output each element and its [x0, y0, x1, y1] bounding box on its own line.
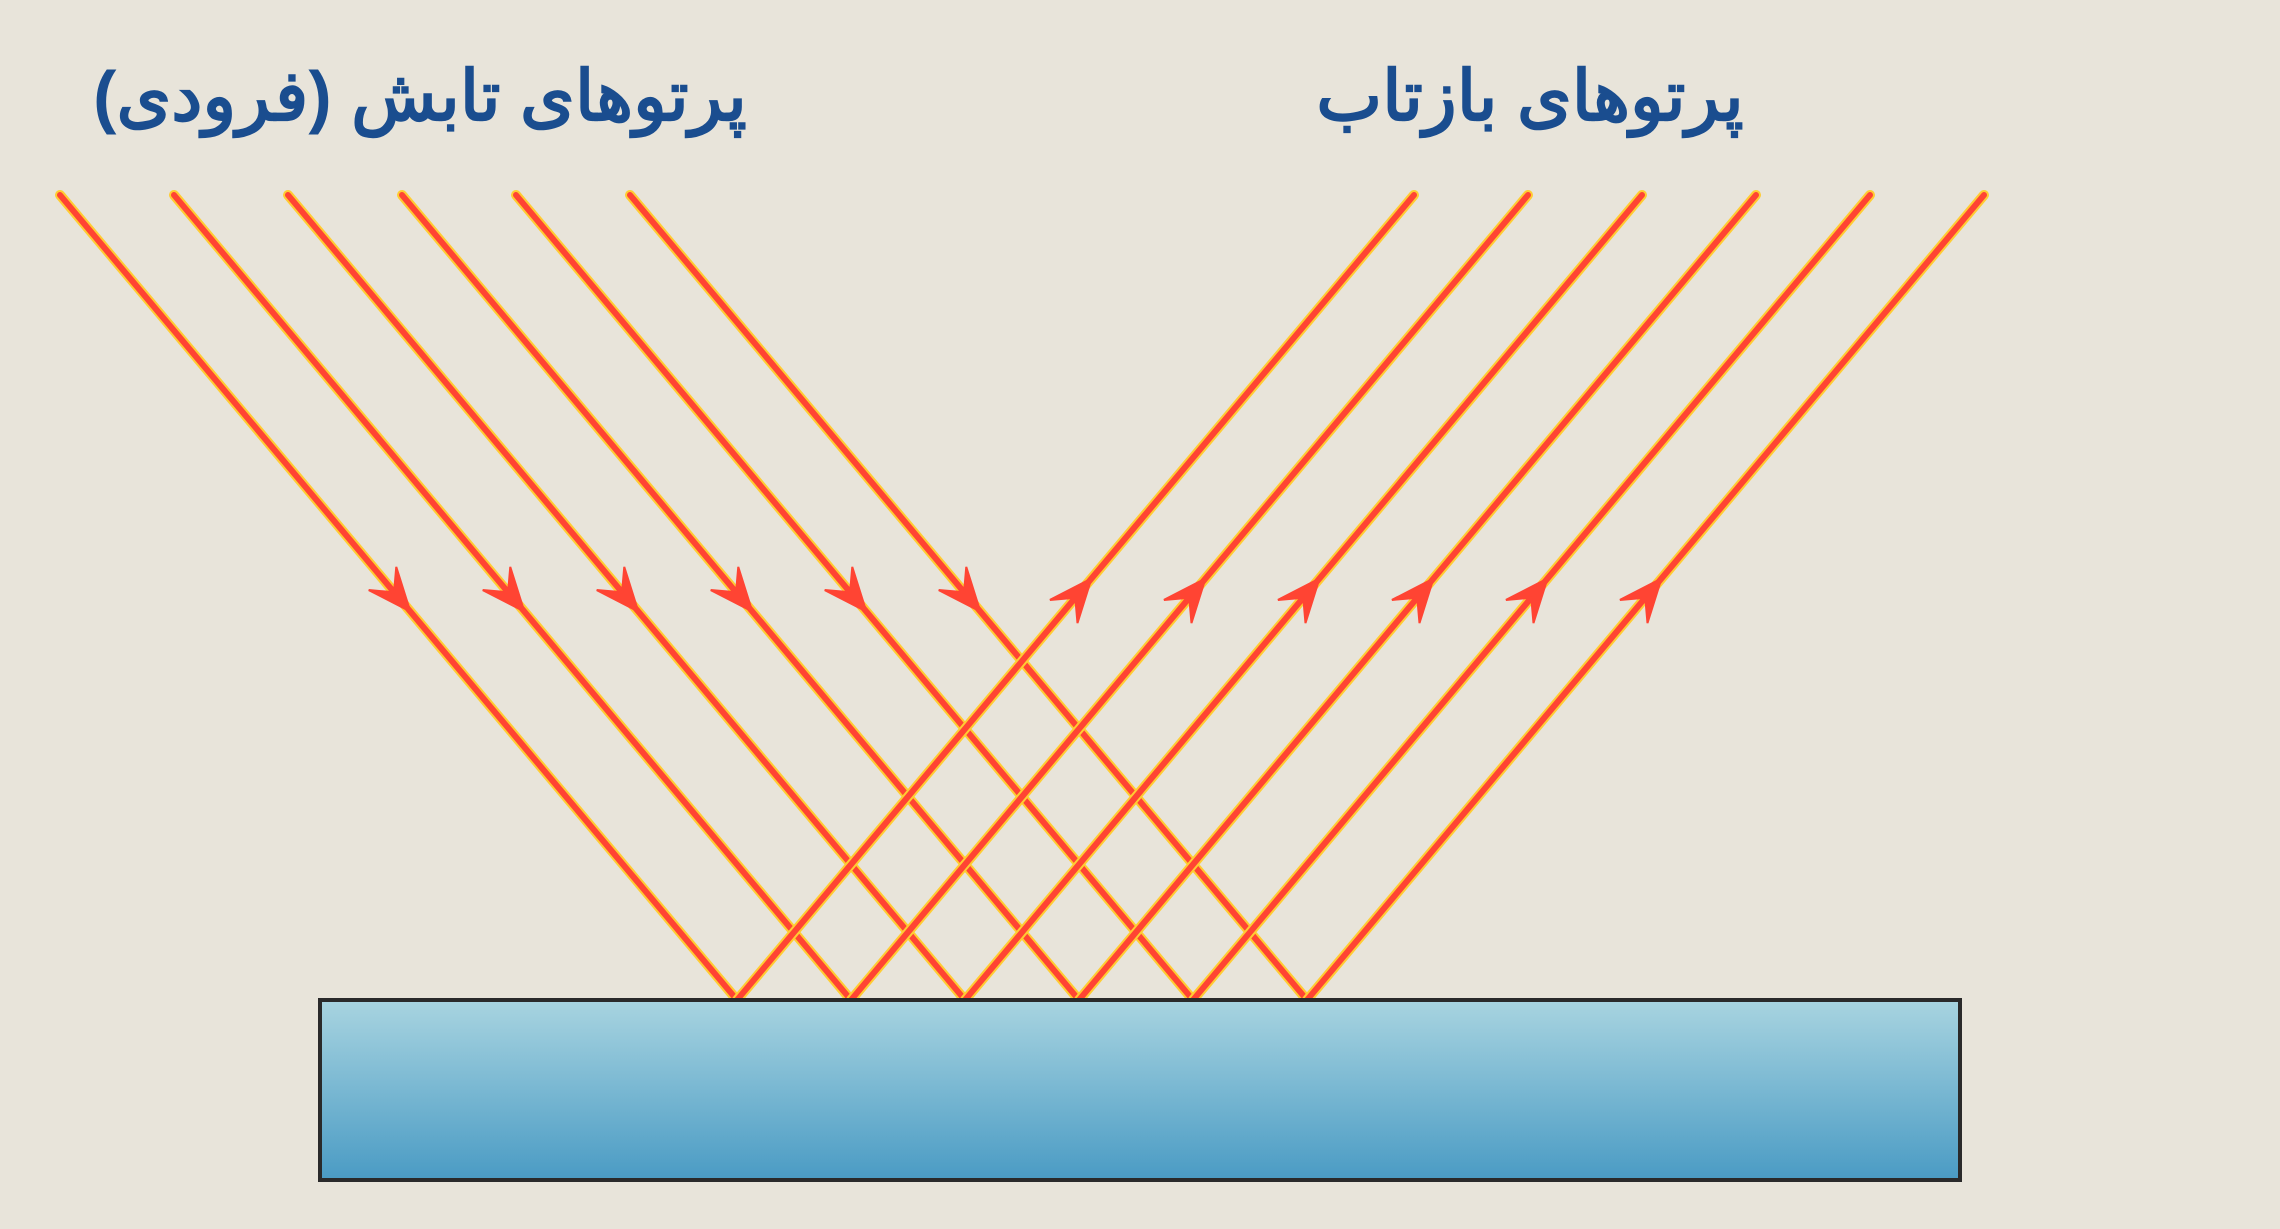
light-rays: [60, 195, 1984, 1000]
incident-rays-label: پرتوهای تابش (فرودی): [93, 55, 747, 137]
reflective-surface: [320, 1000, 1960, 1180]
reflection-diagram: [0, 0, 2280, 1229]
reflected-rays-label: پرتوهای بازتاب: [1316, 55, 1744, 137]
